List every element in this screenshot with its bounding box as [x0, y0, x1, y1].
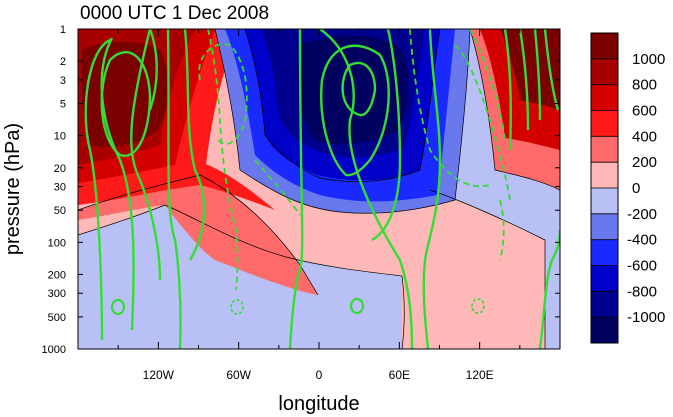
y-tick-label: 3 [60, 75, 66, 87]
contour-line [78, 174, 319, 296]
y-tick-label: 500 [48, 312, 66, 324]
green-contour [341, 61, 377, 117]
colorbar-label: 1000 [632, 51, 665, 68]
colorbar-swatch [591, 317, 618, 344]
contour-line [429, 189, 546, 349]
colorbar-swatch [591, 213, 618, 241]
green-contour-loop [349, 297, 365, 315]
y-axis-title: pressure (hPa) [2, 123, 24, 255]
colorbar-swatch [591, 110, 618, 137]
shading-region [78, 175, 318, 295]
contour-line [214, 29, 471, 214]
x-tick-label: 0 [316, 368, 323, 382]
colorbar-swatch [591, 162, 618, 189]
green-contour-loop [230, 299, 244, 315]
plot-area [78, 29, 560, 349]
y-tick-label: 5 [60, 99, 66, 111]
shading-layer [78, 29, 560, 349]
colorbar-swatch [591, 265, 618, 292]
colorbar-label: -200 [627, 206, 657, 223]
green-contour [100, 51, 152, 157]
colorbar-label: -1000 [627, 309, 665, 326]
green-contour [503, 29, 512, 151]
green-contour [518, 29, 530, 131]
green-contour [130, 29, 162, 281]
contour-line [469, 29, 560, 191]
contour-line [401, 275, 405, 349]
y-tick-label: 2 [60, 56, 66, 68]
green-contour [166, 29, 182, 349]
green-contour-loop [110, 298, 126, 316]
green-contour-dashed [409, 29, 491, 188]
colorbar-swatch [591, 84, 618, 111]
colorbar-label: 800 [632, 77, 657, 94]
y-tick-label: 1 [60, 24, 66, 36]
shading-region [500, 29, 560, 110]
green-contour-dashed [207, 29, 239, 291]
y-tick-label: 30 [54, 182, 66, 194]
green-contour-dashed [499, 199, 505, 261]
y-tick-label: 10 [54, 131, 66, 143]
colorbar-swatch [591, 188, 618, 215]
shading-region [545, 240, 560, 349]
green-contour-loop [471, 298, 485, 314]
colorbar-swatch [591, 33, 618, 60]
green-contour [320, 44, 390, 177]
green-contour [371, 29, 402, 242]
green-contour [183, 29, 206, 261]
contour-line [78, 204, 403, 277]
y-tick-label: 100 [48, 237, 66, 249]
y-tick-label: 1000 [42, 344, 66, 356]
x-tick-label: 60E [389, 368, 410, 382]
colorbar-label: 600 [632, 103, 657, 120]
colorbar: 1000 800 600 400 200 0 -200 -400 -600 -800 -1000 [590, 32, 665, 344]
x-tick-label: 120E [466, 368, 494, 382]
colorbar-label: 200 [632, 154, 657, 171]
colorbar-label: 0 [632, 180, 640, 197]
green-contour-dashed [254, 159, 301, 216]
x-tick-label: 60W [226, 368, 251, 382]
colorbar-swatch [591, 136, 618, 163]
y-tick-label: 200 [48, 269, 66, 281]
y-tick-label: 50 [54, 205, 66, 217]
x-axis: 120W 60W 0 60E 120E [77, 29, 561, 382]
colorbar-swatch [591, 291, 618, 318]
shading-region [78, 162, 275, 210]
colorbar-label: -600 [627, 258, 657, 275]
colorbar-swatch [591, 239, 618, 266]
contour-line [244, 29, 441, 183]
y-tick-label: 20 [54, 163, 66, 175]
green-contour [148, 29, 158, 111]
chart-title: 0000 UTC 1 Dec 2008 [80, 3, 269, 24]
green-contour [533, 29, 542, 121]
colorbar-swatch [591, 58, 618, 86]
contour-layer [78, 29, 560, 349]
y-axis: 1 2 3 5 10 20 30 50 100 200 300 500 1000 [42, 24, 560, 356]
green-contour [538, 229, 560, 349]
y-tick-label: 300 [48, 288, 66, 300]
green-contour [319, 29, 414, 349]
x-tick-label: 120W [143, 368, 175, 382]
green-contour-dashed [454, 44, 511, 201]
green-contour [84, 38, 111, 341]
colorbar-label: -400 [627, 232, 657, 249]
green-contour-dashed [469, 29, 506, 141]
green-contour [100, 37, 135, 331]
colorbar-label: -800 [627, 283, 657, 300]
green-contour [422, 29, 442, 349]
colorbar-label: 400 [632, 128, 657, 145]
green-contour [288, 29, 304, 349]
x-axis-title: longitude [278, 393, 359, 415]
